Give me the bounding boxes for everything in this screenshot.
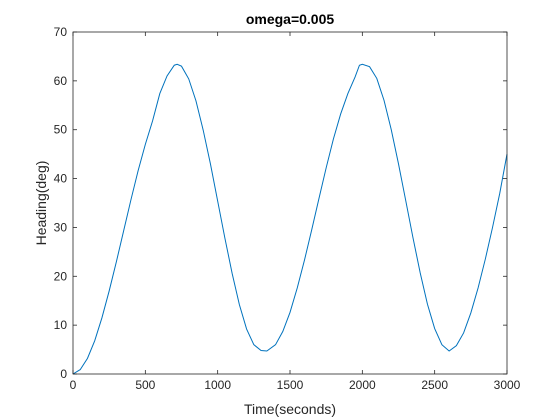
x-tick-label: 2500: [421, 378, 448, 392]
x-tick-label: 1000: [204, 378, 231, 392]
y-tick-label: 0: [60, 367, 67, 381]
chart-title: omega=0.005: [246, 11, 335, 27]
y-tick-label: 70: [54, 25, 68, 39]
y-tick-label: 20: [54, 269, 68, 283]
y-tick-label: 50: [54, 123, 68, 137]
x-tick-label: 1500: [277, 378, 304, 392]
series-line: [72, 63, 508, 375]
y-tick-label: 10: [54, 318, 68, 332]
x-axis-label: Time(seconds): [244, 401, 336, 417]
x-axis-ticks: 0 500 1000 1500 2000 2500 3000: [70, 32, 521, 392]
y-axis-ticks: 0 10 20 30 40 50 60 70: [54, 25, 507, 381]
x-tick-label: 500: [135, 378, 155, 392]
x-tick-label: 3000: [494, 378, 521, 392]
y-tick-label: 60: [54, 74, 68, 88]
y-tick-label: 40: [54, 172, 68, 186]
x-tick-label: 2000: [349, 378, 376, 392]
plot-area: [73, 32, 507, 374]
y-tick-label: 30: [54, 220, 68, 234]
data-series: [72, 63, 508, 375]
y-axis-label: Heading(deg): [33, 161, 49, 246]
x-tick-label: 0: [70, 378, 77, 392]
